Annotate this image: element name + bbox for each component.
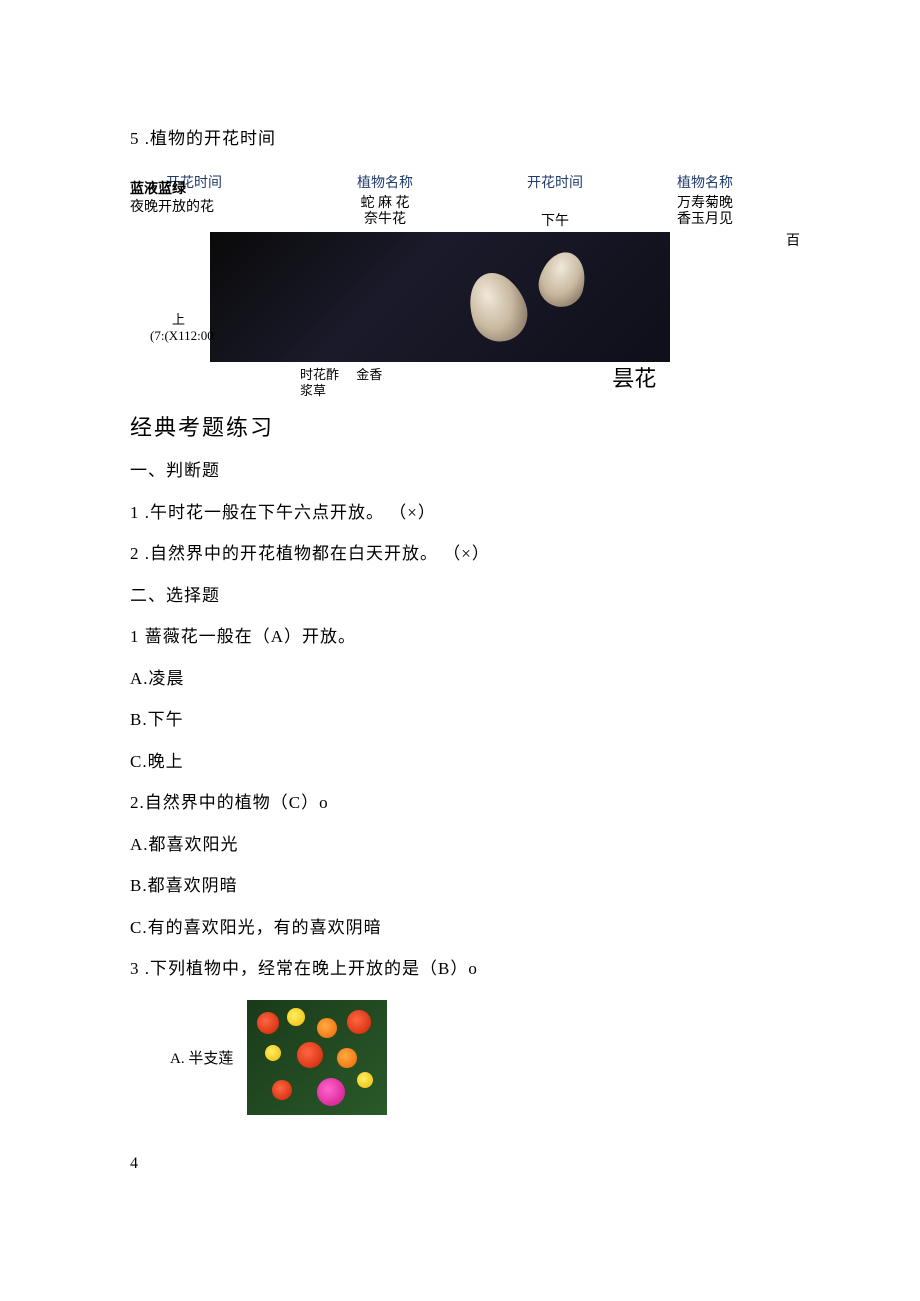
flowering-time-table: 开花时间 蓝液蓝绿 植物名称 开花时间 植物名称 夜晚开放的花 蛇 麻 花 奈牛… bbox=[130, 172, 790, 401]
epiphyllum-photo bbox=[210, 232, 670, 362]
left-caption-2: (7:(X112:00 bbox=[150, 328, 214, 345]
section-heading: 5 .植物的开花时间 bbox=[130, 126, 790, 152]
table-row: 夜晚开放的花 蛇 麻 花 奈牛花 下午 万寿菊晚 香玉月见 bbox=[130, 196, 790, 230]
exercise-section-title: 经典考题练习 bbox=[130, 410, 790, 442]
question-2-1: 1 蔷薇花一般在（A）开放。 bbox=[130, 624, 790, 650]
cell-plant-2b: 香玉月见 bbox=[630, 212, 780, 229]
option-2-2-c: C.有的喜欢阳光，有的喜欢阴暗 bbox=[130, 915, 790, 941]
part-1-heading: 一、判断题 bbox=[130, 458, 790, 484]
th-name-2: 植物名称 bbox=[630, 172, 780, 192]
flower-bud-2 bbox=[534, 247, 592, 312]
option-2-1-a: A.凌晨 bbox=[130, 666, 790, 692]
page-number: 4 bbox=[130, 1155, 790, 1173]
table-header-row: 开花时间 蓝液蓝绿 植物名称 开花时间 植物名称 bbox=[130, 172, 790, 192]
cell-time-2: 下午 bbox=[480, 196, 630, 230]
photo-block: 百 上 (7:(X112:00 bbox=[130, 232, 790, 387]
flower-bud-1 bbox=[460, 264, 536, 349]
option-2-2-a: A.都喜欢阳光 bbox=[130, 832, 790, 858]
cell-plant-1b: 奈牛花 bbox=[290, 212, 480, 229]
cell-plant-1: 蛇 麻 花 bbox=[290, 196, 480, 213]
question-1-1: 1 .午时花一般在下午六点开放。 （×） bbox=[130, 500, 790, 526]
document-page: 5 .植物的开花时间 开花时间 蓝液蓝绿 植物名称 开花时间 植物名称 夜晚开放… bbox=[0, 0, 920, 1213]
cell-plant-2a: 万寿菊晚 bbox=[630, 196, 780, 213]
cell-right-fragment: 百 bbox=[786, 230, 800, 250]
option-2-1-b: B.下午 bbox=[130, 707, 790, 733]
left-caption-1: 上 bbox=[172, 312, 214, 329]
th-name-1: 植物名称 bbox=[290, 172, 480, 192]
question-2-2: 2.自然界中的植物（C）o bbox=[130, 790, 790, 816]
th-time-2: 开花时间 bbox=[480, 172, 630, 192]
question-1-2: 2 .自然界中的开花植物都在白天开放。 （×） bbox=[130, 541, 790, 567]
question-2-3: 3 .下列植物中，经常在晚上开放的是（B）o bbox=[130, 956, 790, 982]
night-flower-label: 夜晚开放的花 bbox=[130, 196, 290, 230]
option-2-3-a-row: A. 半支莲 bbox=[130, 1000, 790, 1115]
part-2-heading: 二、选择题 bbox=[130, 583, 790, 609]
portulaca-image bbox=[247, 1000, 387, 1115]
option-2-1-c: C.晚上 bbox=[130, 749, 790, 775]
option-2-2-b: B.都喜欢阴暗 bbox=[130, 873, 790, 899]
overlap-text: 蓝液蓝绿 bbox=[130, 182, 186, 197]
option-2-3-a-label: A. 半支莲 bbox=[170, 1047, 233, 1068]
